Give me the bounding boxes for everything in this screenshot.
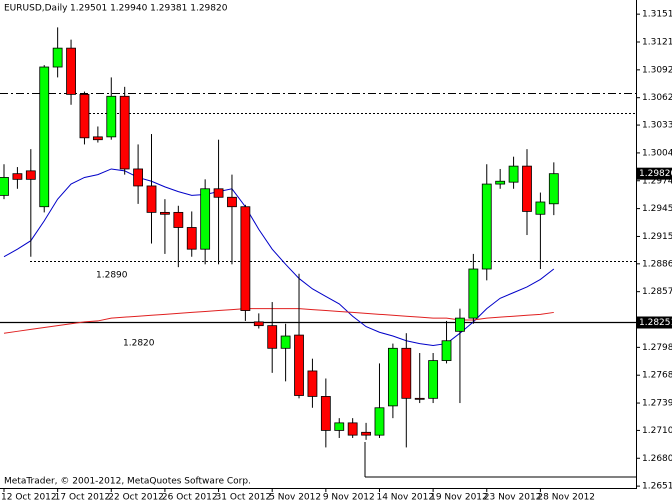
chart-title: EURUSD,Daily <box>4 4 68 14</box>
y-tick-label: 1.26510 <box>642 482 672 492</box>
y-tick-label: 1.26805 <box>642 454 672 464</box>
candle-body <box>66 47 76 95</box>
candle-body <box>347 422 358 436</box>
y-tick-label: 1.31215 <box>642 38 672 48</box>
y-tick-label: 1.31510 <box>642 10 672 20</box>
y-tick-label: 1.27980 <box>642 343 672 353</box>
candle-body <box>200 188 211 250</box>
candle-body <box>414 397 425 400</box>
x-tick-label: 5 Nov 2012 <box>269 493 321 503</box>
candle-body <box>119 95 130 170</box>
candle-body <box>280 335 291 349</box>
candle-body <box>253 321 264 327</box>
y-tick-label: 1.28570 <box>642 287 672 297</box>
annotation: 1.2820 <box>123 339 155 349</box>
x-tick-label: 26 Oct 2012 <box>162 493 218 503</box>
candle-body <box>495 180 506 185</box>
candle-body <box>481 183 492 270</box>
candle-body <box>361 431 371 436</box>
candle-body <box>455 317 465 332</box>
candle-body <box>441 340 452 361</box>
candle-body <box>267 325 278 349</box>
price-marker <box>636 167 672 180</box>
candle-body <box>106 95 117 138</box>
candle-body <box>535 201 546 215</box>
price-marker-label: 1.29820 <box>639 169 672 179</box>
candle-body <box>320 396 331 431</box>
chart-subtitle: 1.29501 1.29940 1.29381 1.29820 <box>70 4 228 14</box>
candle-body <box>307 370 318 397</box>
candle-body <box>240 206 251 311</box>
candle-body <box>52 47 63 68</box>
x-tick-label: 9 Nov 2012 <box>323 493 375 503</box>
y-tick-label: 1.27685 <box>642 371 672 381</box>
y-tick-label: 1.29745 <box>642 176 672 186</box>
y-tick-label: 1.30920 <box>642 65 672 75</box>
candle-body <box>387 347 398 407</box>
x-tick-label: 28 Nov 2012 <box>537 493 595 503</box>
candle-body <box>12 173 23 180</box>
y-tick-label: 1.29155 <box>642 232 672 242</box>
candle-body <box>0 177 9 196</box>
y-tick-label: 1.29450 <box>642 204 672 214</box>
candle-body <box>522 165 532 212</box>
footer: MetaTrader, © 2001-2012, MetaQuotes Soft… <box>4 477 251 487</box>
y-tick-label: 1.27100 <box>642 426 672 436</box>
candle-body <box>79 93 90 139</box>
y-tick-label: 1.30625 <box>642 93 672 103</box>
y-tick-label: 1.30335 <box>642 121 672 131</box>
candle-body <box>227 196 237 208</box>
candle-body <box>173 211 184 228</box>
annotation: 1.2890 <box>96 271 128 281</box>
candle-body <box>548 173 559 205</box>
y-tick-label: 1.30040 <box>642 148 672 158</box>
candle-body <box>25 170 36 180</box>
candle-body <box>213 188 224 198</box>
candle-body <box>468 268 479 319</box>
candle-body <box>294 334 304 396</box>
candle-body <box>39 66 50 208</box>
x-tick-label: 17 Oct 2012 <box>55 493 111 503</box>
y-tick-label: 1.27390 <box>642 399 672 409</box>
candle-body <box>334 422 345 431</box>
candle-body <box>133 168 144 187</box>
candle-body <box>374 407 385 436</box>
x-tick-label: 31 Oct 2012 <box>216 493 272 503</box>
candle-body <box>146 185 157 213</box>
plot-area <box>0 27 636 448</box>
x-tick-label: 22 Oct 2012 <box>108 493 164 503</box>
x-tick-label: 14 Nov 2012 <box>376 493 434 503</box>
candle-body <box>160 211 170 215</box>
candle-body <box>508 165 519 183</box>
level-marker <box>636 316 672 329</box>
candle-body <box>428 360 439 399</box>
x-tick-label: 19 Nov 2012 <box>430 493 488 503</box>
x-tick-label: 23 Nov 2012 <box>484 493 542 503</box>
candle-body <box>92 136 103 141</box>
y-tick-label: 1.28865 <box>642 259 672 269</box>
candle-body <box>401 347 412 399</box>
x-tick-label: 12 Oct 2012 <box>1 493 57 503</box>
candle-body <box>186 227 197 250</box>
